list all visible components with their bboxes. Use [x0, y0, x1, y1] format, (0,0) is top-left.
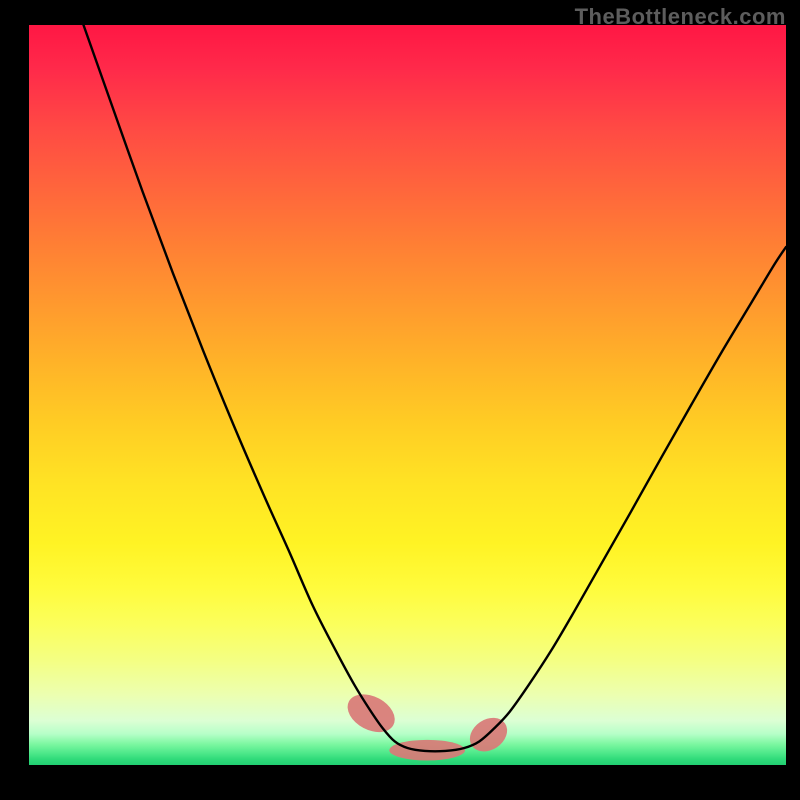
watermark-text: TheBottleneck.com [575, 4, 786, 30]
bottleneck-curve-chart [0, 0, 800, 800]
chart-frame: TheBottleneck.com [0, 0, 800, 800]
plot-background [29, 25, 786, 765]
